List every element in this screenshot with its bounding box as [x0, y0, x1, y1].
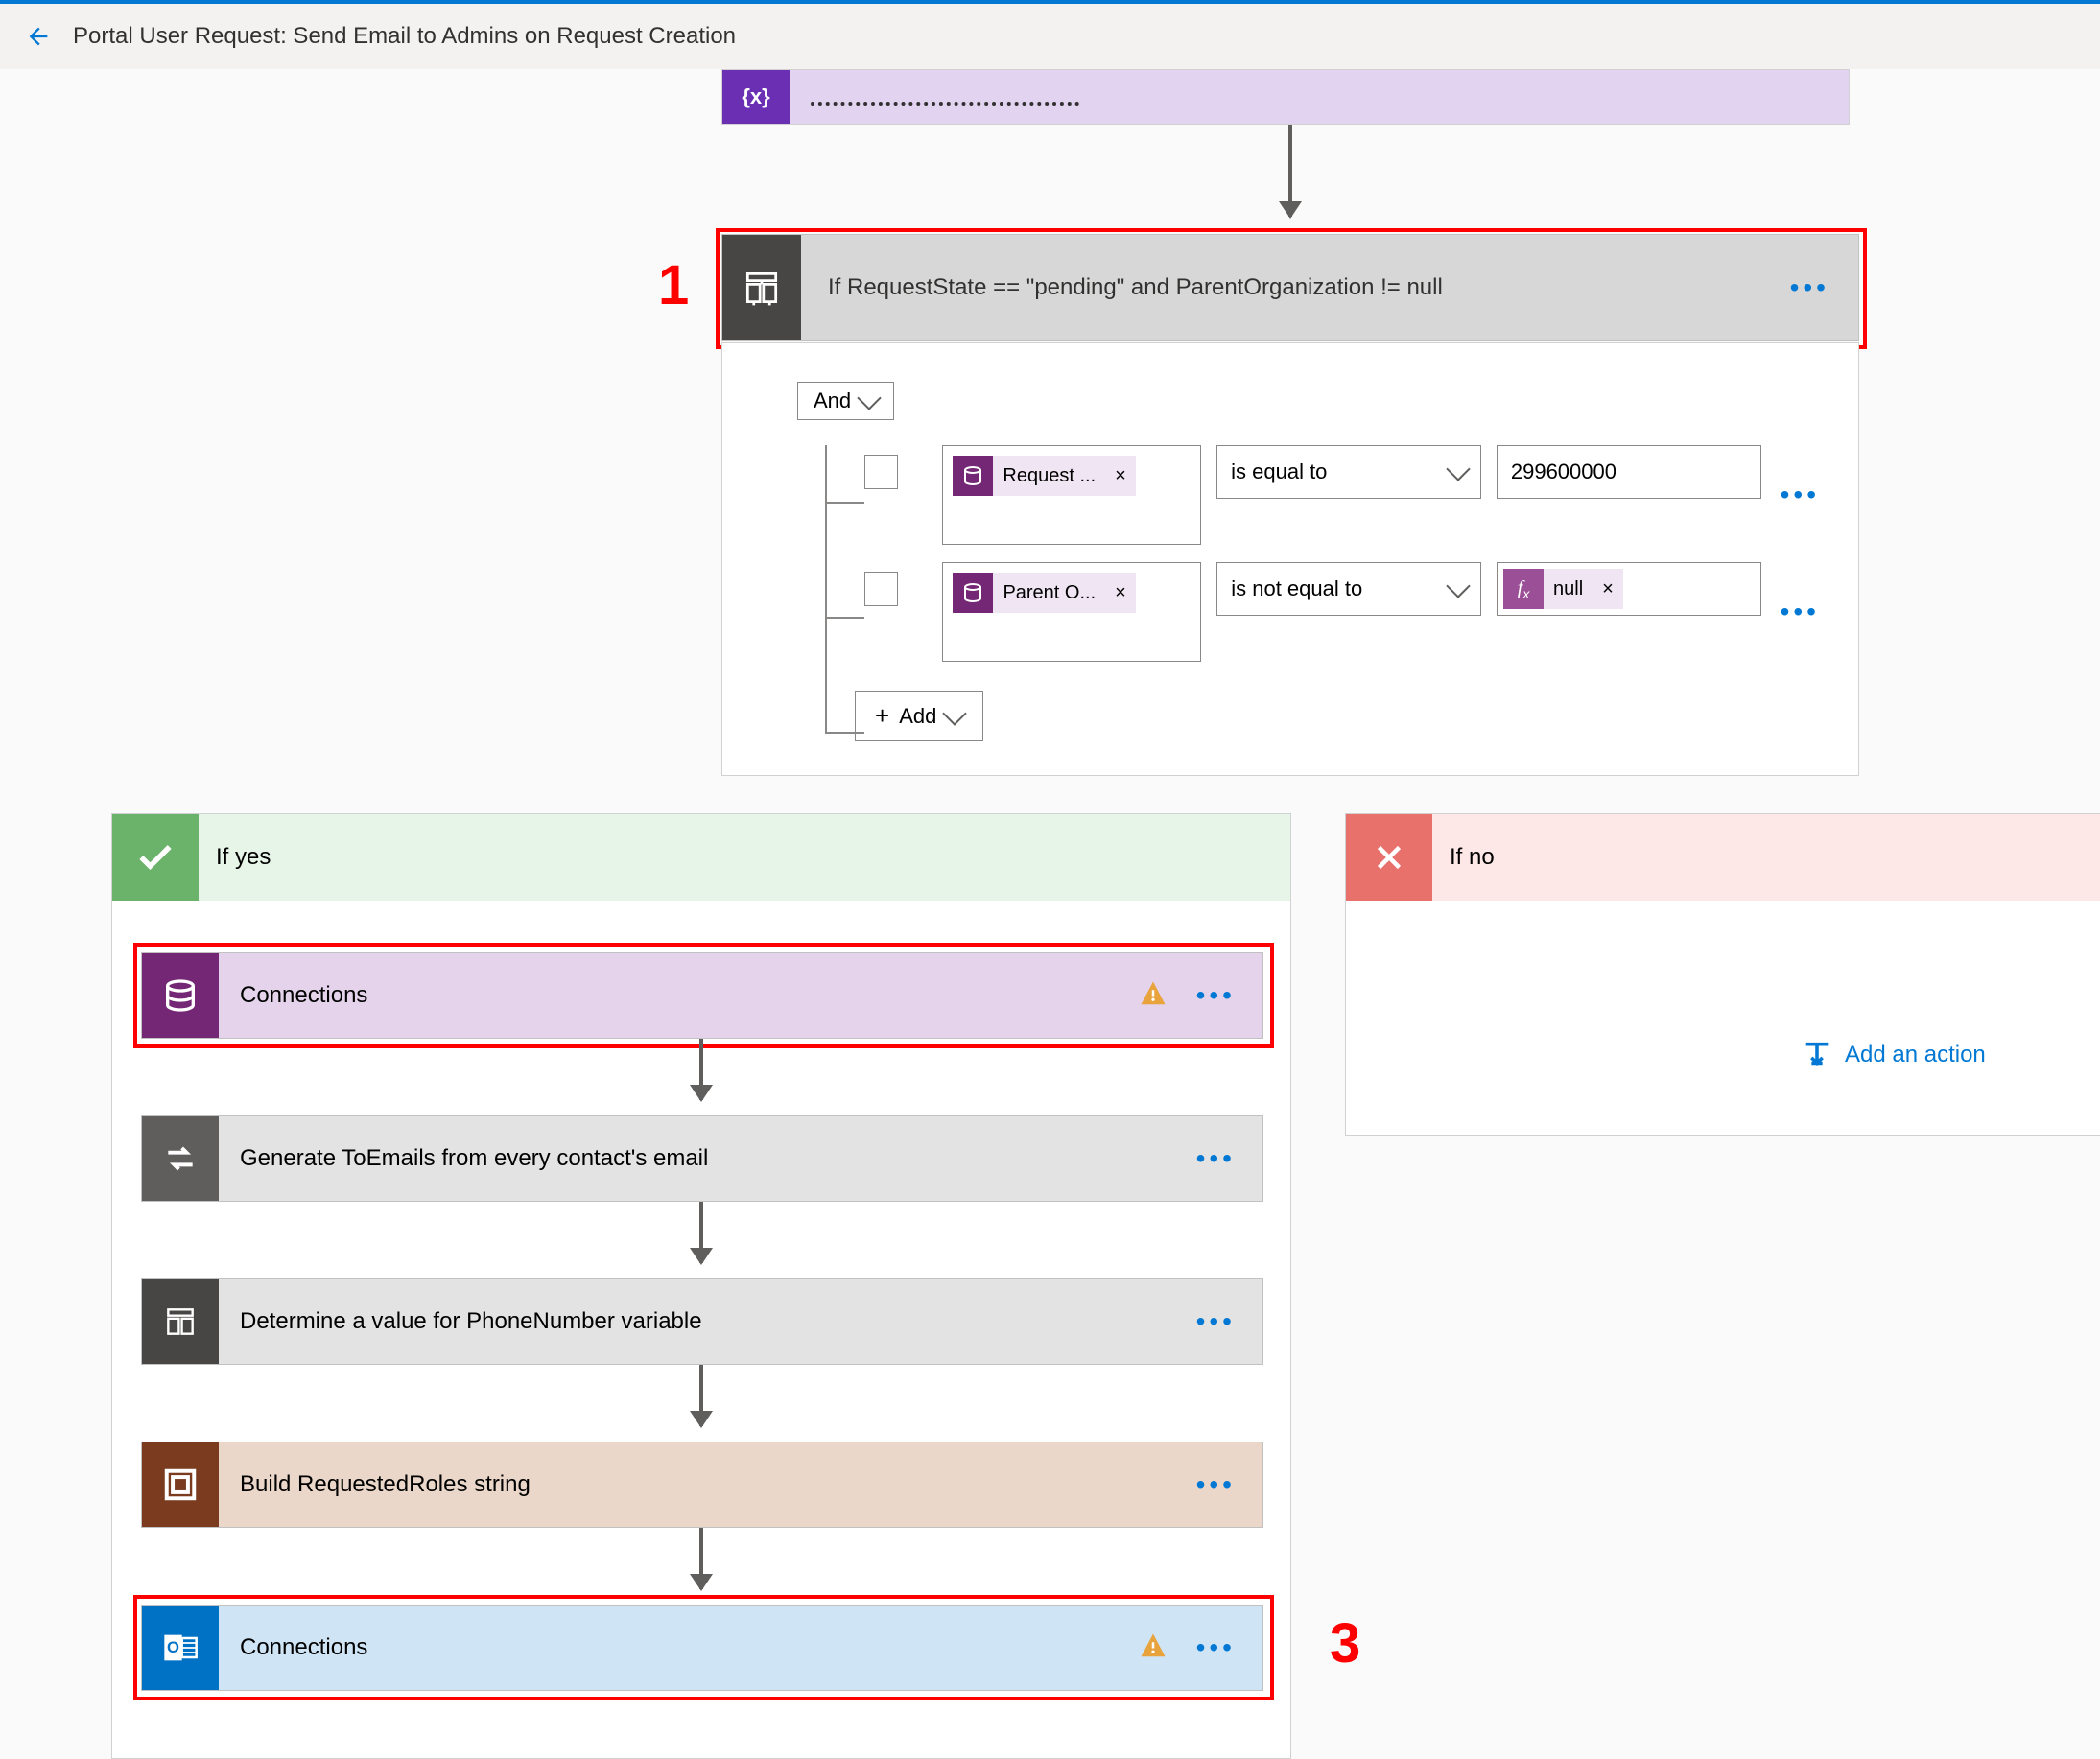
loop-icon [142, 1116, 219, 1201]
warning-icon [1137, 1631, 1169, 1665]
condition-card-header[interactable]: If RequestState == "pending" and ParentO… [721, 234, 1859, 341]
dataverse-icon [953, 573, 993, 613]
value-input[interactable]: 299600000 [1497, 445, 1761, 499]
flow-arrow [699, 1039, 703, 1100]
tree-connector [807, 445, 864, 762]
generate-emails-action-card[interactable]: Generate ToEmails from every contact's e… [141, 1115, 1263, 1202]
field-input[interactable]: Parent O... × [942, 562, 1201, 662]
flow-canvas: 1 If RequestState == "pending" and Paren… [0, 69, 2100, 1690]
annotation-3: 3 [1330, 1611, 1360, 1676]
flow-arrow [699, 1365, 703, 1426]
condition-menu-icon[interactable]: ••• [1790, 272, 1829, 303]
action-menu-icon[interactable]: ••• [1196, 1143, 1236, 1174]
svg-text:O: O [167, 1638, 179, 1656]
group-operator-dropdown[interactable]: And [797, 382, 894, 420]
action-label: Connections [240, 1634, 367, 1661]
action-menu-icon[interactable]: ••• [1196, 1632, 1236, 1663]
scope-icon [142, 1442, 219, 1527]
close-icon [1346, 814, 1432, 901]
remove-token-icon[interactable]: × [1105, 456, 1136, 496]
add-label: Add [899, 704, 936, 729]
row-checkbox[interactable] [864, 455, 898, 489]
connections-action-card[interactable]: Connections ••• [141, 952, 1263, 1039]
if-yes-label: If yes [216, 844, 271, 871]
plus-icon: + [875, 701, 889, 731]
if-no-label: If no [1450, 844, 1495, 871]
check-icon [112, 814, 199, 901]
add-action-button[interactable]: Add an action [1801, 1039, 1986, 1071]
chevron-down-icon [857, 386, 881, 410]
remove-token-icon[interactable]: × [1105, 573, 1136, 613]
remove-token-icon[interactable]: × [1593, 569, 1623, 609]
annotation-1: 1 [658, 253, 689, 317]
flow-arrow [699, 1202, 703, 1263]
row-checkbox[interactable] [864, 572, 898, 606]
row-menu-icon[interactable]: ••• [1781, 597, 1820, 627]
value-token-label: null [1544, 569, 1593, 609]
value-input[interactable]: fx null × [1497, 562, 1761, 616]
if-yes-branch: If yes Connections ••• Generate ToEmails… [111, 813, 1291, 1759]
action-menu-icon[interactable]: ••• [1196, 980, 1236, 1011]
truncated-text [811, 88, 1079, 106]
condition-title: If RequestState == "pending" and ParentO… [828, 274, 1443, 301]
condition-icon [142, 1279, 219, 1364]
chevron-down-icon [1446, 457, 1470, 481]
operator-label: is not equal to [1231, 576, 1362, 601]
action-label: Determine a value for PhoneNumber variab… [240, 1308, 702, 1335]
back-arrow-icon[interactable] [23, 21, 54, 52]
dataverse-icon [142, 953, 219, 1038]
chevron-down-icon [1446, 574, 1470, 598]
action-label: Generate ToEmails from every contact's e… [240, 1145, 708, 1172]
operator-dropdown[interactable]: is equal to [1216, 445, 1481, 499]
action-label: Build RequestedRoles string [240, 1471, 531, 1498]
add-action-label: Add an action [1845, 1042, 1986, 1068]
field-token-label: Request ... [993, 456, 1105, 496]
if-no-header: If no [1346, 814, 2100, 901]
condition-icon [722, 235, 801, 340]
chevron-down-icon [943, 701, 967, 725]
action-menu-icon[interactable]: ••• [1196, 1469, 1236, 1500]
condition-body: And Request ... × [721, 342, 1859, 776]
add-condition-button[interactable]: + Add [855, 691, 983, 741]
field-token-label: Parent O... [993, 573, 1105, 613]
action-menu-icon[interactable]: ••• [1196, 1306, 1236, 1337]
if-yes-header: If yes [112, 814, 1290, 901]
value-text: 299600000 [1511, 459, 1616, 484]
flow-arrow [699, 1528, 703, 1589]
outlook-icon: O [142, 1606, 219, 1690]
flow-arrow [1288, 125, 1292, 217]
dataverse-icon [953, 456, 993, 496]
add-action-icon [1801, 1039, 1833, 1071]
operator-label: is equal to [1231, 459, 1327, 484]
row-menu-icon[interactable]: ••• [1781, 480, 1820, 510]
operator-dropdown[interactable]: is not equal to [1216, 562, 1481, 616]
outlook-connections-action-card[interactable]: O Connections ••• [141, 1605, 1263, 1691]
variable-icon [722, 70, 790, 124]
top-bar: Portal User Request: Send Email to Admin… [0, 0, 2100, 69]
field-input[interactable]: Request ... × [942, 445, 1201, 545]
group-operator-label: And [814, 388, 851, 413]
build-roles-action-card[interactable]: Build RequestedRoles string ••• [141, 1442, 1263, 1528]
condition-row: Parent O... × is not equal to fx null × … [864, 562, 1820, 662]
variable-action-card[interactable] [721, 69, 1850, 125]
warning-icon [1137, 979, 1169, 1013]
fx-icon: fx [1503, 569, 1544, 609]
if-no-branch: If no Add an action [1345, 813, 2100, 1136]
action-label: Connections [240, 982, 367, 1009]
determine-value-action-card[interactable]: Determine a value for PhoneNumber variab… [141, 1278, 1263, 1365]
condition-row: Request ... × is equal to 299600000 ••• [864, 445, 1820, 545]
page-title: Portal User Request: Send Email to Admin… [73, 23, 736, 50]
